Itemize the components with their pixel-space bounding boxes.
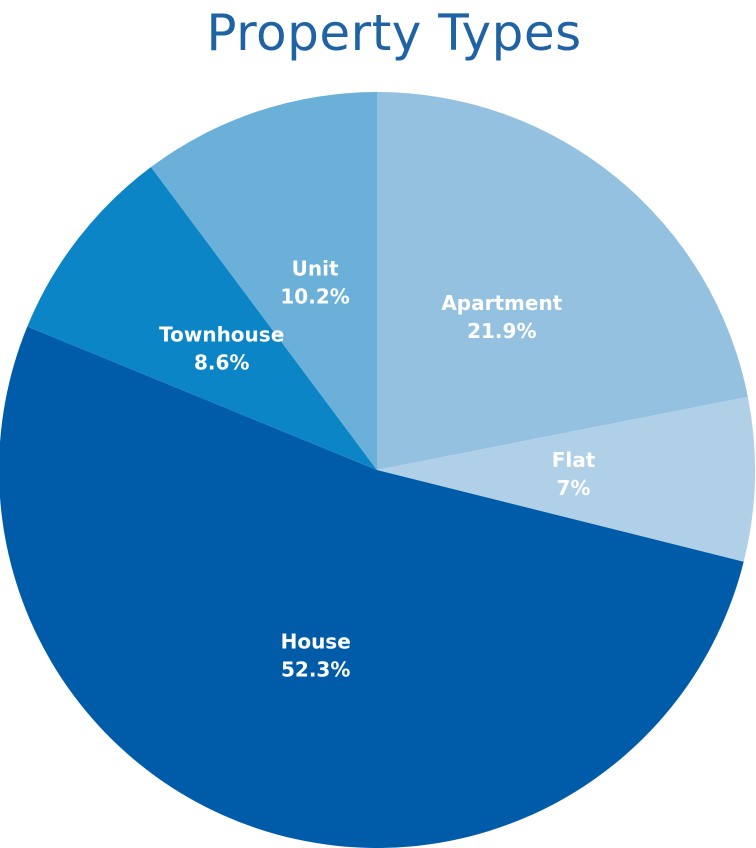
pie-slice-flat <box>377 396 755 562</box>
slice-label-apartment: Apartment <box>441 291 562 315</box>
slice-value-townhouse: 8.6% <box>194 351 249 375</box>
slice-label-townhouse: Townhouse <box>159 323 284 347</box>
slice-label-house: House <box>281 630 351 654</box>
pie-slice-townhouse <box>27 167 377 470</box>
pie-labels: Apartment 21.9% Flat 7% House 52.3% Townhouse 8… <box>159 256 596 681</box>
slice-value-apartment: 21.9% <box>467 319 536 343</box>
slice-label-flat: Flat <box>552 448 596 472</box>
slice-label-unit: Unit <box>292 256 339 280</box>
slice-value-flat: 7% <box>557 476 591 500</box>
pie-slices <box>0 92 755 848</box>
slice-value-unit: 10.2% <box>280 284 349 308</box>
chart-title: Property Types <box>206 4 582 62</box>
pie-slice-unit <box>150 92 377 470</box>
pie-slice-house <box>0 326 744 848</box>
slice-value-house: 52.3% <box>281 658 350 682</box>
pie-slice-apartment <box>377 92 748 470</box>
